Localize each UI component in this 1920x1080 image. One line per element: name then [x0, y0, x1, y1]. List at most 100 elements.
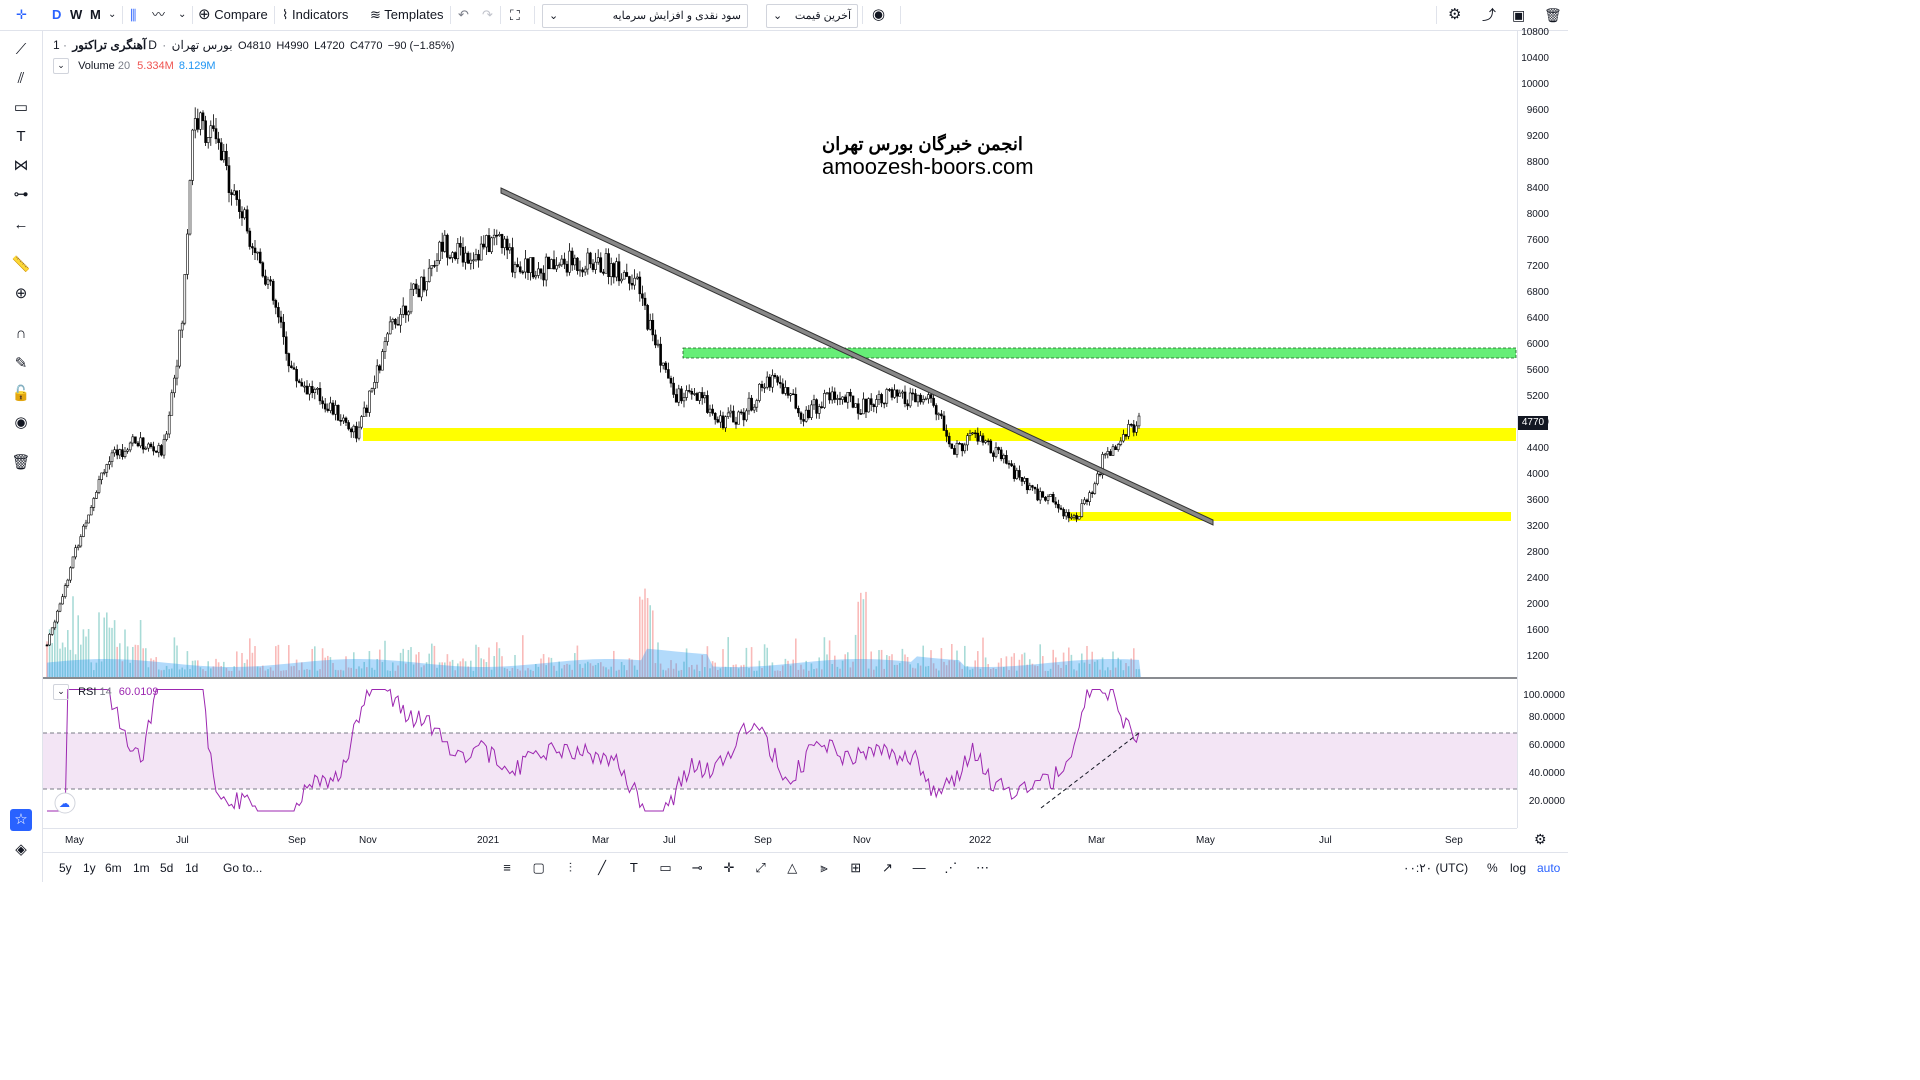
range-1m[interactable]: 1m: [133, 861, 150, 875]
text-tool-icon[interactable]: T: [16, 128, 26, 145]
volume-bar: [363, 661, 365, 677]
trash-icon[interactable]: 🗑: [1544, 7, 1562, 23]
range-1y[interactable]: 1y: [83, 861, 96, 875]
grid-icon[interactable]: ⊞: [850, 860, 862, 875]
triangle-icon[interactable]: △: [787, 860, 798, 875]
price-tick: 10000: [1521, 79, 1549, 90]
lock-icon[interactable]: 🔓: [11, 385, 31, 402]
collapse-chevron-icon[interactable]: ⌄: [53, 684, 69, 700]
collapse-chevron-icon[interactable]: ⌄: [53, 58, 69, 74]
fib-retracement-icon[interactable]: ⫽: [17, 70, 25, 87]
lock-pencil-icon[interactable]: ✎: [14, 355, 28, 372]
redo-icon[interactable]: ↷: [482, 7, 493, 22]
layers-icon[interactable]: ◈: [15, 841, 27, 858]
candle-body: [981, 435, 985, 443]
rect-select-icon[interactable]: ▢: [532, 860, 545, 875]
auto-toggle[interactable]: auto: [1537, 861, 1561, 875]
interval-m[interactable]: M: [90, 7, 101, 22]
zoom-in-icon[interactable]: ⊕: [14, 285, 28, 302]
time-axis[interactable]: May Jul Sep Nov 2021 Mar Jul Sep Nov 2022 Mar May Ju…: [43, 828, 1517, 853]
line-chart-icon[interactable]: 〰: [152, 7, 166, 22]
candle-body: [508, 247, 512, 251]
settings-gear-icon[interactable]: ⚙: [1448, 6, 1462, 23]
volume-bar: [399, 652, 402, 677]
fullscreen-icon[interactable]: ⛶: [510, 7, 520, 23]
interval-d[interactable]: D: [52, 7, 62, 22]
snapshot-icon[interactable]: ▣: [1512, 7, 1526, 23]
favorites-star-icon[interactable]: ☆: [10, 809, 32, 831]
range-6m[interactable]: 6m: [105, 861, 122, 875]
candle-body: [854, 403, 857, 408]
range-5y[interactable]: 5y: [59, 861, 72, 875]
ruler-icon[interactable]: 📏: [11, 256, 31, 273]
range-1d[interactable]: 1d: [185, 861, 199, 875]
time-tick: Jul: [1319, 835, 1332, 846]
volume-bar: [748, 668, 750, 677]
text-icon[interactable]: T: [629, 860, 638, 875]
eye-icon[interactable]: ◉: [872, 6, 886, 23]
trend-line-icon[interactable]: ⟋: [15, 41, 27, 58]
cursor-lines-icon[interactable]: ≡: [503, 860, 511, 875]
fib-icon[interactable]: ⫸: [820, 860, 828, 875]
chart-type-dropdown-icon[interactable]: ⌄: [178, 9, 187, 20]
indicators-button[interactable]: ⌇ Indicators: [282, 0, 348, 30]
axis-settings-gear-icon[interactable]: ⚙: [1534, 831, 1547, 847]
line-tool-icon[interactable]: ╱: [598, 860, 606, 875]
channel-icon[interactable]: ⫶: [568, 860, 573, 875]
symbol-name[interactable]: آهنگری تراکتور: [72, 38, 147, 52]
volume-bar: [503, 667, 506, 677]
log-toggle[interactable]: log: [1510, 861, 1527, 875]
candle-body: [357, 426, 361, 439]
candle-body: [180, 322, 184, 331]
share-icon[interactable]: ⤴: [1482, 7, 1496, 23]
extended-line-icon[interactable]: ⤢: [755, 860, 766, 875]
compare-button[interactable]: ⊕ Compare: [198, 0, 268, 30]
delete-drawings-icon[interactable]: 🗑: [11, 454, 31, 471]
volume-bar: [886, 655, 888, 677]
candle-body: [755, 400, 759, 408]
candle-body: [758, 383, 761, 401]
pattern-dots-icon[interactable]: ⋯: [976, 860, 989, 875]
magnet-icon[interactable]: ∩: [15, 325, 27, 342]
percent-toggle[interactable]: %: [1487, 861, 1498, 875]
volume-bar: [59, 648, 61, 677]
candle-body: [318, 388, 322, 402]
templates-button[interactable]: ≋ Templates: [370, 0, 444, 30]
volume-bar: [873, 669, 875, 677]
volume-name[interactable]: Volume: [78, 59, 115, 72]
price-type-dropdown[interactable]: ⌄ آخرین قیمت: [766, 4, 858, 28]
elliott-icon[interactable]: ⋰: [944, 860, 958, 875]
horizontal-line-icon[interactable]: ―: [912, 860, 926, 875]
prediction-icon[interactable]: ⊶: [13, 186, 29, 203]
candle-body: [433, 265, 436, 267]
range-5d[interactable]: 5d: [160, 861, 174, 875]
candle-body: [924, 398, 928, 401]
candle-body: [115, 449, 119, 456]
candle-body: [214, 128, 218, 140]
symbol-dropdown[interactable]: ⌄ سود نقدی و افزایش سرمایه: [542, 4, 748, 28]
undo-icon[interactable]: ↶: [458, 7, 469, 22]
arrow-left-icon[interactable]: ←: [13, 216, 29, 233]
rsi-name[interactable]: RSI: [78, 685, 97, 698]
volume-bar: [795, 638, 797, 677]
crosshair-icon[interactable]: ✛: [16, 7, 27, 22]
candle-body: [625, 272, 629, 277]
candles-icon[interactable]: ⫼: [130, 7, 137, 23]
interval-dropdown-icon[interactable]: ⌄: [108, 9, 117, 20]
volume-bar: [124, 629, 126, 677]
cross-line-icon[interactable]: ✛: [723, 860, 735, 875]
candle-body: [971, 432, 974, 435]
pattern-icon[interactable]: ⋈: [13, 157, 29, 174]
arrow-icon[interactable]: ↗: [881, 860, 893, 875]
timezone-clock[interactable]: ۰۰:۲۰ (UTC): [1403, 861, 1469, 875]
volume-bar: [743, 664, 745, 677]
interval-w[interactable]: W: [70, 7, 83, 22]
eye-visibility-icon[interactable]: ◉: [14, 414, 28, 431]
ray-icon[interactable]: ⊸: [691, 860, 703, 875]
volume-bar: [732, 664, 735, 677]
rectangle-icon[interactable]: ▭: [13, 99, 29, 116]
goto-button[interactable]: Go to...: [223, 861, 263, 875]
price-chart[interactable]: ☁: [43, 31, 1517, 828]
callout-icon[interactable]: ▭: [659, 860, 672, 875]
volume-bar: [982, 637, 984, 677]
